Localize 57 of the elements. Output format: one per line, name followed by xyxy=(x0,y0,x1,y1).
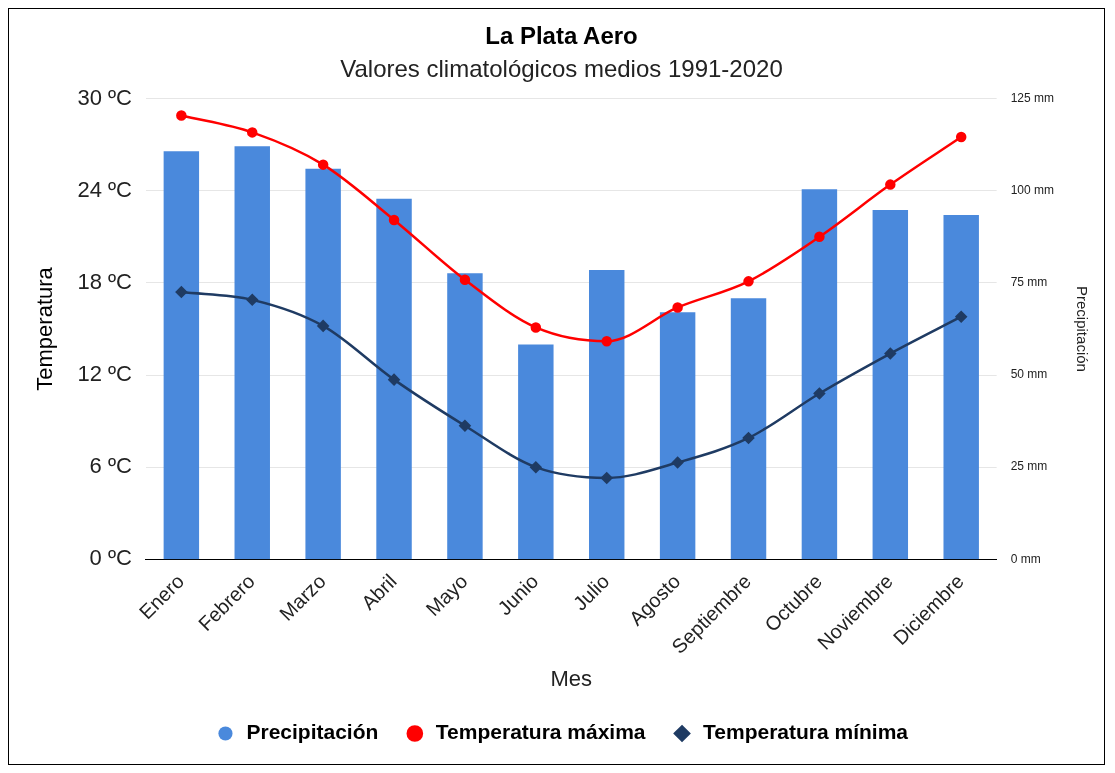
bar xyxy=(163,151,200,560)
y-tick-label: 0 ºC xyxy=(89,545,133,571)
bar xyxy=(730,298,767,560)
bar xyxy=(659,312,696,560)
point xyxy=(885,179,896,190)
point xyxy=(672,302,683,313)
point xyxy=(530,322,542,333)
x-tick-label: Julio xyxy=(568,569,614,615)
y-axis-title: Temperatura xyxy=(32,266,58,391)
legend-label: Temperatura mínima xyxy=(703,720,909,744)
point xyxy=(388,214,400,226)
point xyxy=(813,387,826,400)
bar xyxy=(305,168,341,560)
bar xyxy=(234,146,270,560)
point xyxy=(247,127,258,138)
point xyxy=(955,310,967,323)
y2-tick-label: 75 mm xyxy=(1010,275,1048,290)
point xyxy=(955,131,967,143)
y2-tick-label: 100 mm xyxy=(1010,183,1055,198)
point xyxy=(459,274,471,286)
point xyxy=(601,335,612,347)
point xyxy=(884,347,897,360)
legend-label: Precipitación xyxy=(246,720,379,744)
point xyxy=(176,110,187,121)
y2-tick-label: 0 mm xyxy=(1010,551,1041,566)
chart-subtitle: Valores climatológicos medios 1991-2020 xyxy=(340,54,783,82)
x-axis-title: Mes xyxy=(550,665,593,691)
y2-tick-label: 125 mm xyxy=(1010,90,1055,105)
bar xyxy=(943,215,979,560)
point xyxy=(742,432,755,444)
point xyxy=(814,231,825,243)
bar xyxy=(376,198,412,560)
y2-tick-label: 50 mm xyxy=(1010,367,1048,382)
point xyxy=(600,472,613,484)
bar xyxy=(518,344,554,560)
chart-title: La Plata Aero xyxy=(485,22,638,50)
point xyxy=(743,276,754,287)
point xyxy=(530,461,542,473)
y2-tick-label: 25 mm xyxy=(1010,459,1048,474)
bar xyxy=(872,209,909,560)
y-tick-label: 6 ºC xyxy=(89,453,133,479)
bar xyxy=(447,273,483,560)
point xyxy=(388,373,400,386)
y-tick-label: 12 ºC xyxy=(77,361,133,387)
point xyxy=(317,320,329,332)
point xyxy=(246,294,258,306)
point xyxy=(317,159,329,170)
y2-axis-title: Precipitación xyxy=(1073,286,1091,372)
point xyxy=(671,456,684,469)
legend-label: Temperatura máxima xyxy=(435,720,646,744)
bar xyxy=(589,269,625,560)
point xyxy=(459,419,471,432)
point xyxy=(175,286,188,298)
y-tick-label: 24 ºC xyxy=(77,176,133,202)
y-tick-label: 18 ºC xyxy=(77,268,133,294)
y-tick-label: 30 ºC xyxy=(77,84,133,110)
bar xyxy=(801,189,838,560)
